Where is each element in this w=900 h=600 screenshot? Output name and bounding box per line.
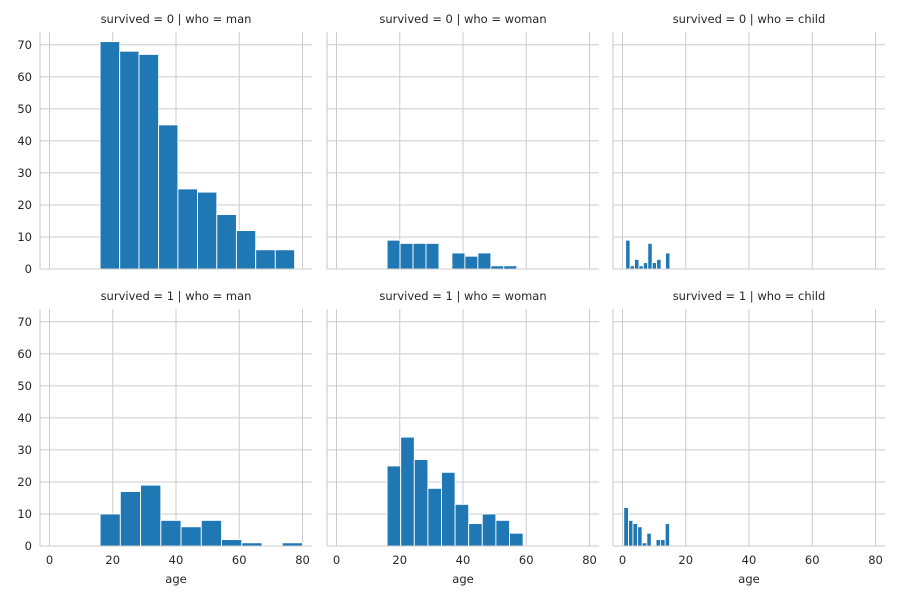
histogram-bar — [642, 262, 649, 270]
x-tick-label: 0 — [333, 553, 340, 567]
histogram-bar — [628, 519, 634, 547]
histogram-bar — [441, 471, 456, 547]
histogram-bar — [664, 523, 671, 547]
histogram-bar — [200, 519, 222, 547]
histogram-bar — [634, 258, 640, 270]
histogram-bar — [656, 258, 662, 270]
x-tick-label: 20 — [105, 553, 120, 567]
y-tick-label: 50 — [17, 379, 32, 393]
x-tick-label: 40 — [742, 553, 757, 567]
histogram-bar — [400, 436, 415, 547]
histogram-bar — [646, 532, 652, 547]
x-tick-label: 0 — [46, 553, 53, 567]
histogram-bar — [197, 191, 218, 270]
x-tick-label: 40 — [456, 553, 471, 567]
y-tick-label: 30 — [17, 443, 32, 457]
histogram-bar — [481, 513, 497, 547]
histogram-bar — [665, 252, 671, 270]
histogram-bar — [99, 41, 121, 270]
histogram-bar — [625, 239, 631, 270]
histogram-bar — [386, 465, 402, 547]
histogram-bar — [655, 539, 661, 547]
histogram-bar — [427, 487, 442, 547]
panel-title: survived = 1 | who = child — [673, 289, 826, 303]
histogram-bar — [647, 242, 653, 270]
histogram-bar — [235, 230, 257, 270]
facet-panel-6: survived = 1 | who = child 0 20 40 60 80 age — [612, 289, 885, 586]
y-tick-label: 30 — [17, 166, 32, 180]
y-tick-label: 60 — [17, 70, 32, 84]
histogram-bar — [412, 242, 427, 270]
histogram-bar — [177, 188, 198, 270]
histogram-bar — [119, 50, 140, 270]
x-axis-label: age — [452, 572, 473, 586]
y-tick-label: 60 — [17, 347, 32, 361]
histogram-bar — [140, 484, 162, 547]
histogram-bar — [138, 53, 160, 270]
y-tick-label: 0 — [25, 262, 32, 276]
y-tick-label: 10 — [17, 230, 32, 244]
x-tick-label: 80 — [295, 553, 310, 567]
histogram-bar — [495, 519, 510, 547]
panel-title: survived = 1 | who = woman — [379, 289, 546, 303]
x-tick-label: 60 — [232, 553, 247, 567]
y-tick-label: 40 — [17, 134, 32, 148]
x-tick-label: 20 — [392, 553, 407, 567]
y-tick-label: 20 — [17, 198, 32, 212]
y-tick-label: 40 — [17, 411, 32, 425]
histogram-bar — [180, 526, 202, 547]
histogram-bar — [651, 262, 658, 270]
histogram-bar — [99, 513, 121, 547]
panel-title: survived = 0 | who = man — [101, 12, 252, 26]
histogram-bar — [255, 249, 276, 270]
x-tick-label: 40 — [169, 553, 184, 567]
x-tick-label: 80 — [868, 553, 883, 567]
facet-panel-2: survived = 0 | who = woman — [326, 12, 599, 270]
x-tick-label: 80 — [582, 553, 597, 567]
histogram-bar — [413, 459, 429, 547]
histogram-bar — [477, 252, 492, 270]
histogram-bar — [454, 503, 470, 547]
histogram-bar — [659, 539, 666, 547]
facet-panel-3: survived = 0 | who = child — [612, 12, 885, 270]
panel-title: survived = 0 | who = child — [673, 12, 826, 26]
histogram-bar — [632, 523, 639, 547]
y-tick-label: 0 — [25, 539, 32, 553]
y-tick-label: 10 — [17, 507, 32, 521]
histogram-bar — [468, 523, 483, 547]
x-tick-label: 0 — [619, 553, 626, 567]
y-tick-label: 70 — [17, 38, 32, 52]
histogram-bar — [221, 539, 243, 547]
histogram-bar — [119, 491, 142, 547]
facet-panel-1: survived = 0 | who = man 0 10 20 30 40 50 60 70 — [17, 12, 312, 276]
x-tick-label: 60 — [805, 553, 820, 567]
x-axis-label: age — [738, 572, 759, 586]
histogram-bar — [158, 124, 179, 270]
histogram-bar — [216, 214, 237, 270]
y-tick-label: 50 — [17, 102, 32, 116]
histogram-bar — [623, 507, 629, 547]
histogram-bar — [425, 242, 440, 270]
histogram-bar — [160, 519, 182, 547]
y-tick-label: 20 — [17, 475, 32, 489]
histogram-bar — [509, 532, 524, 547]
histogram-bar — [464, 255, 479, 270]
histogram-bar — [274, 249, 296, 270]
x-tick-label: 20 — [678, 553, 693, 567]
panel-title: survived = 0 | who = woman — [379, 12, 546, 26]
histogram-bar — [451, 252, 466, 270]
y-tick-label: 70 — [17, 315, 32, 329]
histogram-bar — [399, 242, 414, 270]
x-axis-label: age — [165, 572, 186, 586]
histogram-bar — [386, 239, 401, 270]
x-tick-label: 60 — [519, 553, 534, 567]
panel-title: survived = 1 | who = man — [101, 289, 252, 303]
histogram-bar — [637, 526, 643, 547]
facet-panel-5: survived = 1 | who = woman 0 20 40 60 80 age — [326, 289, 599, 586]
facet-panel-4: survived = 1 | who = man 0 10 20 30 40 50 60 70 0… — [17, 289, 312, 586]
